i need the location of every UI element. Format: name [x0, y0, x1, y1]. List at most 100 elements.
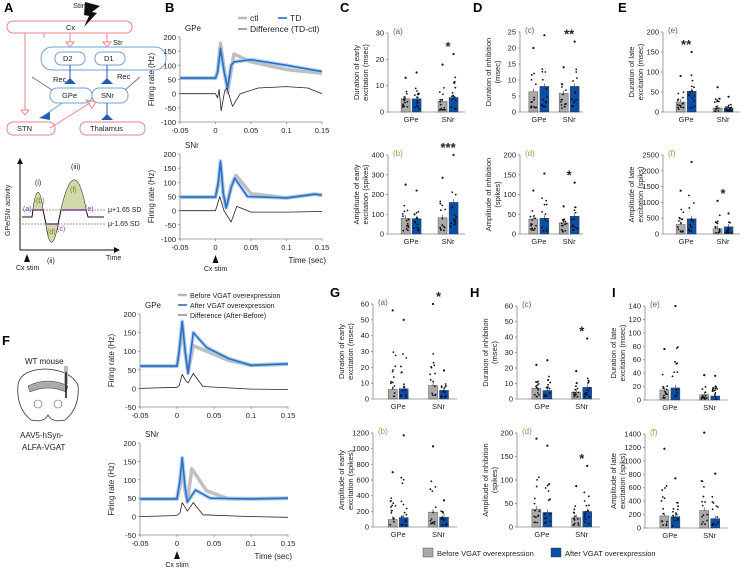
data-point	[434, 394, 436, 397]
data-point	[440, 386, 443, 389]
data-point	[680, 222, 682, 224]
data-point	[442, 86, 445, 89]
chart-i-top: 0 20 40 60 80 100 120 140 (e) Duration of late exc…	[609, 300, 728, 412]
x-tick-label: 0.05	[244, 126, 259, 135]
legend-swatch-1	[550, 547, 562, 558]
data-point	[439, 103, 442, 106]
y-tick-label: 1000	[352, 444, 369, 453]
data-point	[572, 80, 574, 82]
y-tick-label: 0	[509, 395, 513, 404]
data-point	[404, 76, 407, 79]
data-point	[583, 395, 586, 398]
data-point	[692, 220, 694, 223]
data-point	[400, 500, 403, 503]
lightning-icon	[84, 2, 100, 27]
data-point	[584, 510, 587, 513]
y-tick-label: 15	[508, 60, 516, 69]
data-point	[673, 371, 676, 373]
data-point	[538, 394, 540, 396]
data-point	[572, 391, 575, 394]
y-tick-label: 5	[512, 92, 516, 101]
data-point	[441, 510, 444, 513]
stim-arrow-icon	[174, 551, 180, 559]
data-point	[401, 213, 404, 215]
x-tick-label: -0.05	[171, 126, 188, 135]
data-point	[730, 231, 733, 234]
data-point	[444, 108, 446, 111]
data-point	[444, 396, 447, 398]
y-tick-label: 50	[168, 193, 176, 202]
data-point	[534, 509, 536, 512]
data-point	[433, 364, 436, 367]
data-point	[433, 520, 436, 523]
data-point	[714, 109, 717, 112]
data-point	[544, 71, 547, 73]
data-point	[704, 385, 707, 388]
data-point	[536, 387, 539, 390]
y-tick-label: 100	[628, 328, 641, 337]
data-point	[538, 510, 541, 513]
data-point	[728, 106, 731, 109]
data-point	[444, 384, 447, 387]
data-point	[671, 375, 674, 378]
data-point	[584, 518, 587, 521]
data-point	[544, 517, 546, 520]
series-line-1	[140, 456, 289, 503]
data-point	[727, 229, 729, 231]
data-point	[715, 105, 718, 108]
y-tick-label: 0	[365, 395, 369, 404]
x-tick-label: 0.05	[244, 243, 259, 252]
data-point	[576, 395, 579, 398]
data-point	[432, 511, 435, 514]
y-tick-label: 30	[361, 347, 369, 356]
data-point	[454, 99, 457, 101]
data-point	[434, 486, 437, 488]
data-point	[717, 231, 720, 234]
category-label: SNr	[717, 115, 730, 124]
data-point	[545, 521, 548, 523]
y-axis-label: Duration of early	[352, 45, 361, 100]
y-tick-label: 10	[508, 76, 516, 85]
data-point	[530, 224, 532, 227]
category-label: GPe	[391, 402, 406, 411]
y-tick-label: 10	[376, 81, 384, 90]
data-point	[662, 512, 665, 515]
y-tick-label: 0	[380, 108, 384, 117]
data-point	[674, 519, 676, 522]
y-tick-label: 300	[371, 170, 384, 179]
data-point	[454, 193, 457, 196]
data-point	[390, 511, 393, 514]
data-point	[536, 395, 538, 398]
data-point	[681, 230, 684, 232]
data-point	[676, 508, 679, 511]
y-tick-label: 1200	[624, 443, 641, 452]
data-point	[534, 497, 536, 500]
y-axis-label: excitation (spiks)	[636, 166, 645, 222]
data-point	[587, 495, 590, 498]
data-point	[573, 522, 576, 525]
data-point	[405, 92, 408, 95]
data-point	[575, 98, 578, 101]
significance-marker: **	[564, 27, 575, 42]
data-point	[587, 504, 590, 507]
mouse-brain-schematic: WT mouse AAV5-hSyn- ALFA-VGAT	[17, 357, 79, 452]
data-point	[545, 227, 548, 230]
data-point	[431, 394, 434, 397]
data-point	[452, 153, 455, 157]
panel-tag: (b)	[378, 427, 388, 436]
data-point	[690, 160, 693, 164]
data-point	[431, 392, 434, 395]
data-point	[574, 226, 576, 229]
significance-marker: *	[579, 324, 585, 339]
data-point	[548, 387, 551, 390]
y-axis-label: Amplitude of early	[337, 450, 346, 510]
data-point	[454, 221, 457, 224]
data-point	[444, 383, 447, 385]
data-point	[453, 96, 456, 98]
y-tick-label: 0	[172, 90, 176, 99]
data-point	[574, 211, 577, 214]
data-point	[549, 513, 551, 515]
data-point	[574, 90, 576, 93]
y-tick-label: 80	[633, 342, 641, 351]
data-point	[450, 222, 453, 225]
